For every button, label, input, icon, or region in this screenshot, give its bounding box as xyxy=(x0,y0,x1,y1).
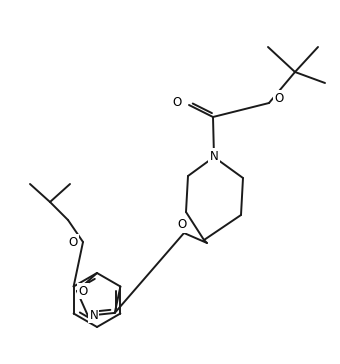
Text: O: O xyxy=(173,96,182,110)
Text: O: O xyxy=(177,218,187,232)
Text: O: O xyxy=(78,285,88,297)
Text: N: N xyxy=(210,150,218,162)
Text: O: O xyxy=(69,236,78,249)
Text: O: O xyxy=(274,91,283,104)
Text: N: N xyxy=(89,309,98,322)
